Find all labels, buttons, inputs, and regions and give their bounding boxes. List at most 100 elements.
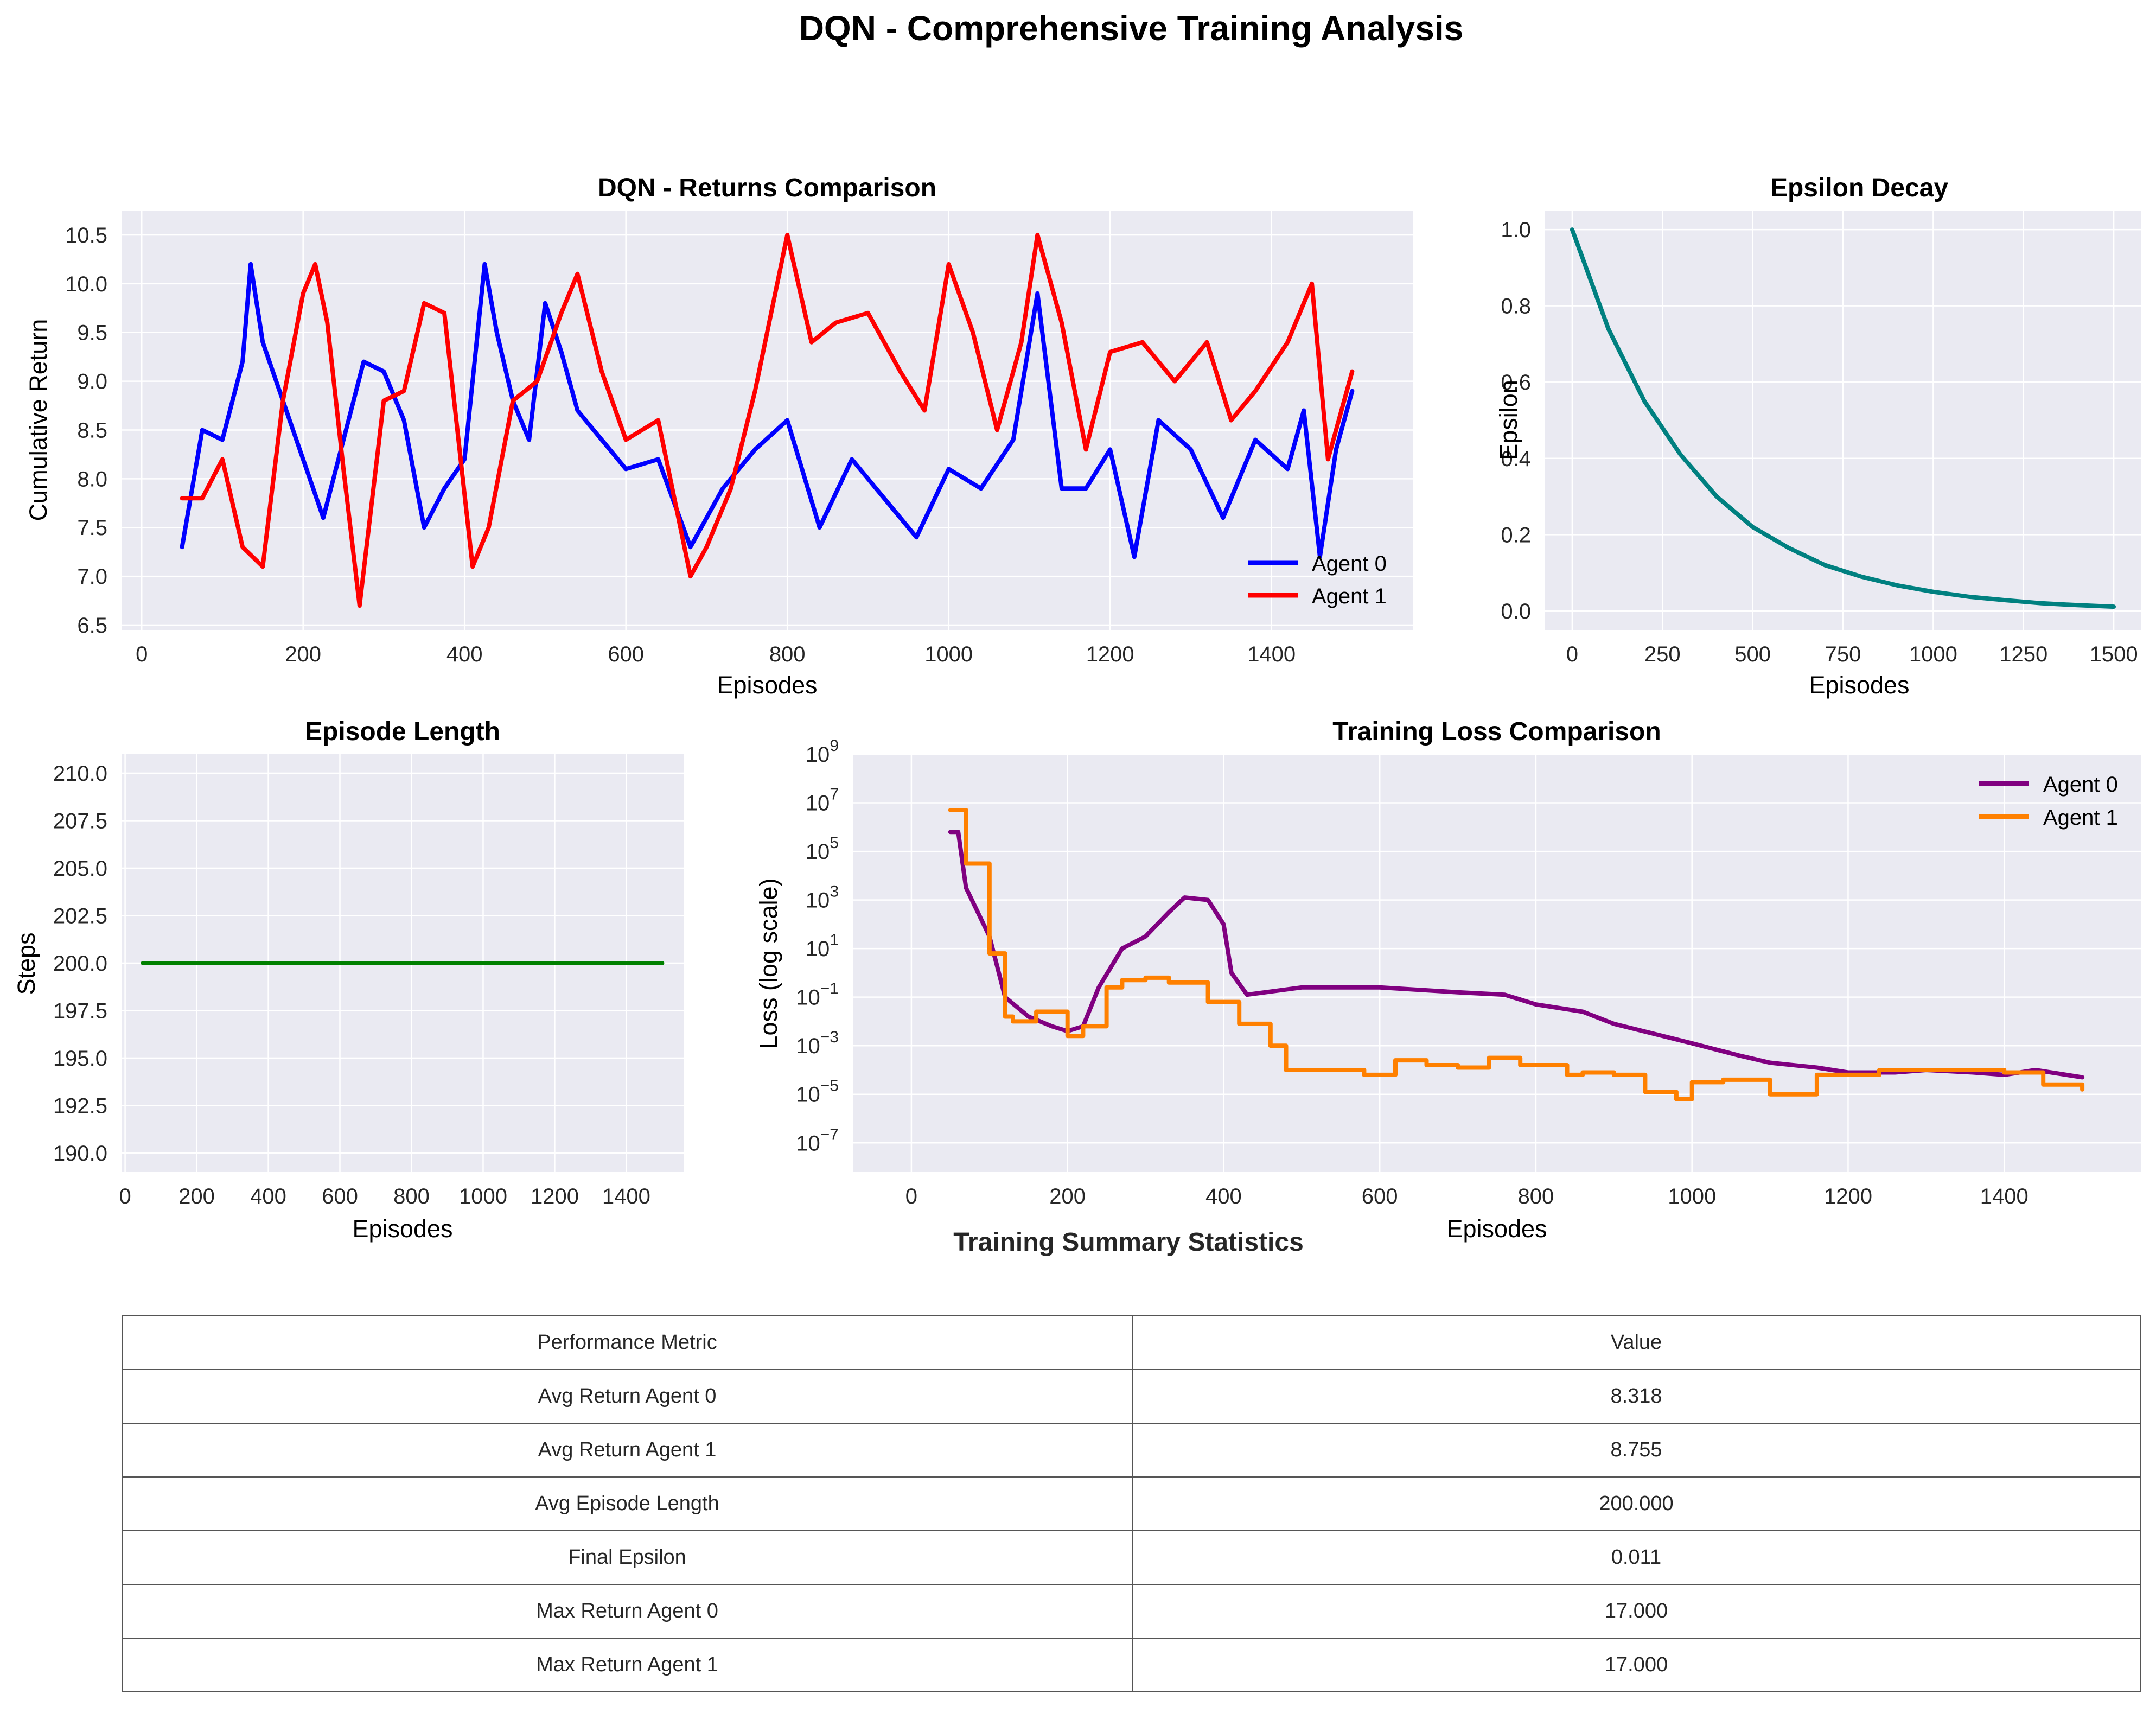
epsilon-x-label: Episodes xyxy=(1809,671,1909,699)
loss-y-tick-label: 10−5 xyxy=(796,1077,839,1107)
episode-length-x-ticks: 0 200 400 600 800 1000 1200 1400 xyxy=(119,1185,650,1208)
stats-metric-cell: Avg Episode Length xyxy=(122,1476,1133,1531)
legend-label-loss-agent-1: Agent 1 xyxy=(2043,806,2118,830)
table-row: Avg Return Agent 0 8.318 xyxy=(122,1369,2141,1424)
stats-value-cell: 8.755 xyxy=(1132,1423,2141,1478)
loss-axes-background xyxy=(853,754,2141,1172)
loss-x-tick-label: 1200 xyxy=(1824,1185,1872,1208)
loss-y-tick-label: 10−7 xyxy=(796,1125,839,1155)
stats-table: Performance Metric Value Avg Return Agen… xyxy=(122,1315,2141,1692)
loss-y-tick-label: 10−1 xyxy=(796,980,839,1010)
loss-x-tick-label: 600 xyxy=(1362,1185,1398,1208)
loss-x-tick-label: 1000 xyxy=(1668,1185,1716,1208)
length-y-tick-label: 202.5 xyxy=(53,905,107,928)
episode-length-x-label: Episodes xyxy=(352,1215,452,1243)
epsilon-x-tick-label: 500 xyxy=(1734,642,1771,666)
returns-y-tick-label: 9.5 xyxy=(77,321,107,345)
stats-header-value: Value xyxy=(1132,1315,2141,1370)
returns-title: DQN - Returns Comparison xyxy=(598,174,936,202)
loss-y-tick-label: 10−3 xyxy=(796,1028,839,1058)
returns-x-tick-label: 200 xyxy=(285,642,321,666)
length-x-tick-label: 600 xyxy=(322,1185,358,1208)
epsilon-series-epsilon-line xyxy=(1570,227,2116,609)
returns-x-tick-label: 1200 xyxy=(1086,642,1134,666)
returns-y-tick-label: 7.0 xyxy=(77,565,107,589)
loss-y-tick-label: 101 xyxy=(806,931,839,961)
returns-y-tick-label: 10.5 xyxy=(65,224,107,247)
figure-suptitle: DQN - Comprehensive Training Analysis xyxy=(799,9,1464,48)
epsilon-x-tick-label: 1250 xyxy=(1999,642,2047,666)
returns-y-tick-label: 6.5 xyxy=(77,614,107,638)
epsilon-y-tick-label: 1.0 xyxy=(1501,218,1531,242)
returns-x-label: Episodes xyxy=(717,671,817,699)
stats-value-cell: 200.000 xyxy=(1132,1476,2141,1531)
epsilon-y-tick-label: 0.2 xyxy=(1501,523,1531,547)
returns-y-tick-label: 8.5 xyxy=(77,418,107,442)
table-row: Max Return Agent 1 17.000 xyxy=(122,1638,2141,1692)
returns-legend: Agent 0 Agent 1 xyxy=(1248,552,1387,608)
stats-metric-cell: Avg Return Agent 0 xyxy=(122,1369,1133,1424)
stats-metric-cell: Max Return Agent 1 xyxy=(122,1638,1133,1692)
epsilon-series-group xyxy=(1570,227,2116,609)
table-row: Avg Return Agent 1 8.755 xyxy=(122,1423,2141,1478)
epsilon-y-label: Epsilon xyxy=(1495,380,1522,460)
length-y-tick-label: 190.0 xyxy=(53,1142,107,1166)
loss-x-tick-label: 0 xyxy=(905,1185,917,1208)
length-y-tick-label: 205.0 xyxy=(53,857,107,881)
returns-x-tick-label: 800 xyxy=(769,642,806,666)
loss-panel: 0 200 400 600 800 1000 1200 1400 10−710−510−310… xyxy=(755,717,2141,1243)
loss-y-label: Loss (log scale) xyxy=(755,878,782,1049)
loss-y-tick-label: 105 xyxy=(806,834,839,864)
episode-length-y-label: Steps xyxy=(12,932,40,995)
length-y-tick-label: 207.5 xyxy=(53,810,107,833)
epsilon-x-tick-label: 750 xyxy=(1825,642,1861,666)
length-y-tick-label: 197.5 xyxy=(53,999,107,1023)
returns-series-agent-0-line xyxy=(180,262,1355,559)
loss-x-tick-label: 200 xyxy=(1049,1185,1086,1208)
episode-length-title: Episode Length xyxy=(305,717,500,746)
loss-x-tick-label: 800 xyxy=(1518,1185,1554,1208)
stats-value-cell: 8.318 xyxy=(1132,1369,2141,1424)
table-row: Avg Episode Length 200.000 xyxy=(122,1476,2141,1531)
stats-header-row: Performance Metric Value xyxy=(122,1315,2141,1370)
returns-panel: 0 200 400 600 800 1000 1200 1400 6.5 7.0 7.5 8.0 8.… xyxy=(24,174,1413,699)
loss-series-agent-0-line xyxy=(948,830,2085,1080)
stats-value-cell: 0.011 xyxy=(1132,1530,2141,1585)
legend-label-agent-1: Agent 1 xyxy=(1312,584,1387,608)
epsilon-x-tick-label: 250 xyxy=(1644,642,1681,666)
table-row: Max Return Agent 0 17.000 xyxy=(122,1584,2141,1639)
loss-y-tick-label: 107 xyxy=(806,786,839,816)
returns-y-ticks: 6.5 7.0 7.5 8.0 8.5 9.0 9.5 10.0 10.5 xyxy=(65,224,107,638)
loss-y-tick-label: 103 xyxy=(806,883,839,913)
returns-series-agent-1-line xyxy=(180,232,1355,608)
returns-y-tick-label: 7.5 xyxy=(77,516,107,540)
length-x-tick-label: 800 xyxy=(393,1185,430,1208)
length-x-tick-label: 1200 xyxy=(531,1185,579,1208)
returns-y-tick-label: 8.0 xyxy=(77,467,107,491)
returns-y-tick-label: 10.0 xyxy=(65,272,107,296)
returns-x-tick-label: 1000 xyxy=(924,642,973,666)
epsilon-x-ticks: 0 250 500 750 1000 1250 1500 xyxy=(1566,642,2138,666)
returns-x-ticks: 0 200 400 600 800 1000 1200 1400 xyxy=(136,642,1296,666)
epsilon-title: Epsilon Decay xyxy=(1770,174,1948,202)
loss-x-label: Episodes xyxy=(1446,1215,1547,1243)
stats-header-metric: Performance Metric xyxy=(122,1315,1133,1370)
returns-x-tick-label: 600 xyxy=(608,642,644,666)
loss-legend: Agent 0 Agent 1 xyxy=(1979,773,2118,830)
stats-value-cell: 17.000 xyxy=(1132,1584,2141,1639)
returns-x-tick-label: 1400 xyxy=(1247,642,1296,666)
returns-series-group xyxy=(180,232,1355,608)
loss-x-tick-label: 1400 xyxy=(1980,1185,2029,1208)
episode-length-y-ticks: 190.0 192.5 195.0 197.5 200.0 202.5 205.0 207.5… xyxy=(53,762,107,1166)
length-y-tick-label: 210.0 xyxy=(53,762,107,786)
legend-label-agent-0: Agent 0 xyxy=(1312,552,1387,576)
length-x-tick-label: 0 xyxy=(119,1185,131,1208)
loss-x-ticks: 0 200 400 600 800 1000 1200 1400 xyxy=(905,1185,2029,1208)
length-x-tick-label: 200 xyxy=(178,1185,215,1208)
loss-title: Training Loss Comparison xyxy=(1332,717,1661,746)
epsilon-x-tick-label: 1500 xyxy=(2090,642,2138,666)
epsilon-panel: 0 250 500 750 1000 1250 1500 0.0 0.2 0.4 0.6 0.8 1.… xyxy=(1495,174,2141,699)
loss-series-group xyxy=(948,808,2085,1101)
loss-series-agent-1-line xyxy=(948,808,2085,1101)
